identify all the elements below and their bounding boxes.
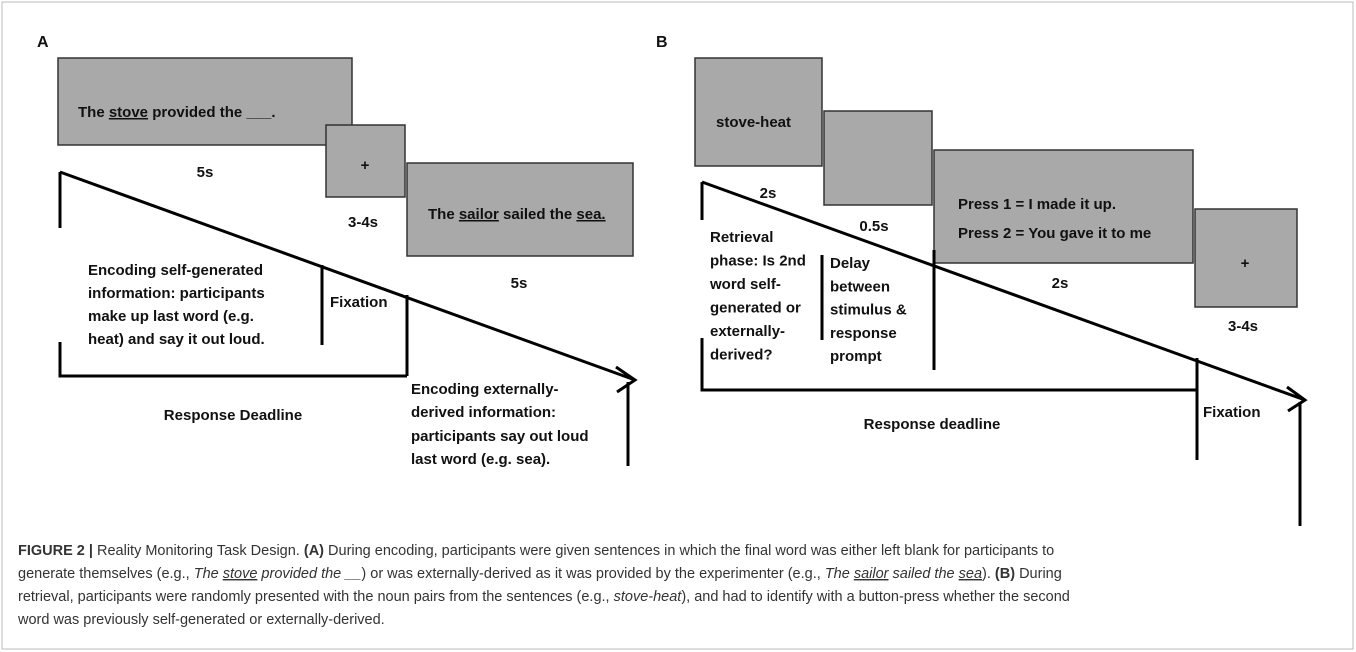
phase-text: Retrieval phase: Is 2nd word self-generate… xyxy=(709,229,806,364)
t: Encoding externally- xyxy=(411,381,559,398)
t: provided the xyxy=(148,104,246,121)
panel-label: B xyxy=(656,34,668,51)
t: (A) xyxy=(304,543,324,559)
t: sea xyxy=(959,566,982,582)
t: During xyxy=(1015,566,1062,582)
duration: 2s xyxy=(1052,275,1069,292)
stimulus-box xyxy=(406,162,634,257)
t: word was previously self-generated or ex… xyxy=(17,612,385,628)
phase-text: Encoding self-generated information: part… xyxy=(88,262,265,348)
t: ), and had to identify with a button-pre… xyxy=(681,589,1070,605)
caption-line: FIGURE 2 | Reality Monitoring Task Desig… xyxy=(18,543,1054,559)
phase-text: Fixation xyxy=(330,294,388,311)
t: Delay xyxy=(830,255,871,272)
t: sailed the xyxy=(888,566,958,582)
t: word self- xyxy=(709,276,781,293)
timeline xyxy=(58,170,638,466)
t: provided the __ xyxy=(257,566,361,582)
fixation-box xyxy=(325,124,406,198)
panel-b: B stove-heat 2s 0.5s Press 1 = I made it… xyxy=(656,34,1308,526)
prompt-box xyxy=(933,149,1194,264)
t: Retrieval xyxy=(710,229,773,246)
caption-line: generate themselves (e.g., The stove pro… xyxy=(18,566,1062,582)
duration: 5s xyxy=(511,275,528,292)
t: response xyxy=(830,325,897,342)
duration: 2s xyxy=(760,185,777,202)
phase-text: Delay between stimulus & response prompt xyxy=(830,255,907,365)
t: During encoding, participants were given… xyxy=(324,543,1054,559)
t: make up last word (e.g. xyxy=(88,308,254,325)
stimulus-text: The sailor sailed the sea. xyxy=(428,206,606,223)
t: derived information: xyxy=(411,404,556,421)
timeline xyxy=(700,180,1308,526)
blank-box xyxy=(823,110,933,206)
stimulus-text: stove-heat xyxy=(716,114,791,131)
t: information: participants xyxy=(88,285,265,302)
t: The xyxy=(78,104,109,121)
t: derived? xyxy=(710,347,773,364)
t: sailor xyxy=(854,566,890,582)
t: generate themselves (e.g., xyxy=(18,566,194,582)
t: externally- xyxy=(710,323,785,340)
t: FIGURE 2 | xyxy=(18,543,93,559)
t: between xyxy=(830,278,890,295)
t: retrieval, participants were randomly pr… xyxy=(18,589,614,605)
t: stove xyxy=(109,104,148,121)
t: stove-heat xyxy=(614,589,683,605)
t: stimulus & xyxy=(830,302,907,319)
t: Press 1 = I made it up. xyxy=(958,196,1116,213)
t: generated or xyxy=(710,300,801,317)
t: Reality Monitoring Task Design. xyxy=(93,543,304,559)
t: heat) and say it out loud. xyxy=(88,331,265,348)
duration: 5s xyxy=(197,164,214,181)
caption: FIGURE 2 | Reality Monitoring Task Desig… xyxy=(17,543,1070,628)
t: ___ xyxy=(245,104,272,121)
stimulus-box xyxy=(57,57,353,146)
panel-label: A xyxy=(37,34,49,51)
phase-text: Fixation xyxy=(1203,404,1261,421)
t: . xyxy=(271,104,275,121)
caption-line: retrieval, participants were randomly pr… xyxy=(18,589,1070,605)
t: The xyxy=(428,206,459,223)
t: The xyxy=(194,566,223,582)
t: Press 2 = You gave it to me xyxy=(958,225,1151,242)
t: sailed the xyxy=(499,206,577,223)
fixation-cross: + xyxy=(361,157,370,174)
caption-line: word was previously self-generated or ex… xyxy=(17,612,385,628)
deadline-label: Response deadline xyxy=(864,416,1001,433)
duration: 3-4s xyxy=(1228,318,1258,335)
t: (B) xyxy=(995,566,1015,582)
deadline-label: Response Deadline xyxy=(164,407,302,424)
stimulus-box xyxy=(694,57,823,167)
t: sailor xyxy=(459,206,499,223)
t: Encoding self-generated xyxy=(88,262,263,279)
duration: 0.5s xyxy=(859,218,888,235)
t: The xyxy=(825,566,854,582)
t: prompt xyxy=(830,348,882,365)
phase-text: Encoding externally-derived information:… xyxy=(411,381,589,468)
t: sea. xyxy=(576,206,605,223)
t: phase: Is 2nd xyxy=(710,253,806,270)
prompt-text: Press 1 = I made it up. Press 2 = You gav… xyxy=(958,196,1151,242)
stimulus-text: The stove provided the ___. xyxy=(78,104,276,121)
duration: 3-4s xyxy=(348,214,378,231)
t: last word (e.g. sea). xyxy=(411,451,550,468)
t: participants say out loud xyxy=(411,428,589,445)
t: ) or was externally-derived as it was pr… xyxy=(361,566,824,582)
fixation-cross: + xyxy=(1241,255,1250,272)
panel-a: A The stove provided the ___. 5s + 3-4s … xyxy=(37,34,638,468)
t: stove xyxy=(223,566,258,582)
fixation-box xyxy=(1194,208,1298,308)
t: ). xyxy=(982,566,995,582)
